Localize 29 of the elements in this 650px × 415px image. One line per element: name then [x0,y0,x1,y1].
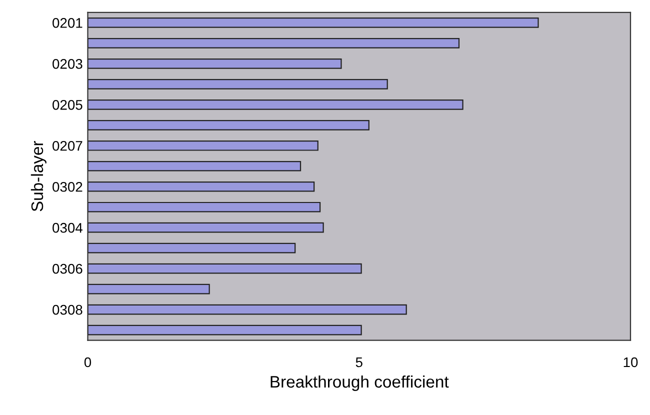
bar [88,160,302,172]
x-tick-label: 10 [624,357,638,368]
y-tick-label: 0201 [52,18,82,28]
y-tick-label: 0304 [52,222,82,233]
y-tick-label: 0203 [52,59,82,69]
y-tick-label: 0205 [52,100,82,110]
bar [88,324,362,336]
bar [88,263,362,274]
bar [88,222,324,233]
bar [88,181,315,192]
y-tick-label: 0308 [52,304,82,315]
bar [88,38,460,48]
bar [88,58,342,69]
bar [88,99,464,110]
x-tick-label: 5 [356,357,362,368]
y-tick-label: 0306 [52,264,82,274]
bar [88,120,370,130]
y-tick-label: 0302 [52,182,82,192]
y-tick-label: 0207 [52,140,82,151]
bar [88,79,388,90]
bar [88,140,318,151]
x-tick-label: 0 [84,357,92,368]
bar [88,284,210,294]
y-axis-title: Sub-layer [30,140,46,212]
bar [88,18,539,28]
x-axis-title: Breakthrough coefficient [270,375,449,392]
bar [88,242,296,254]
bar [88,304,407,315]
bar [88,202,321,212]
